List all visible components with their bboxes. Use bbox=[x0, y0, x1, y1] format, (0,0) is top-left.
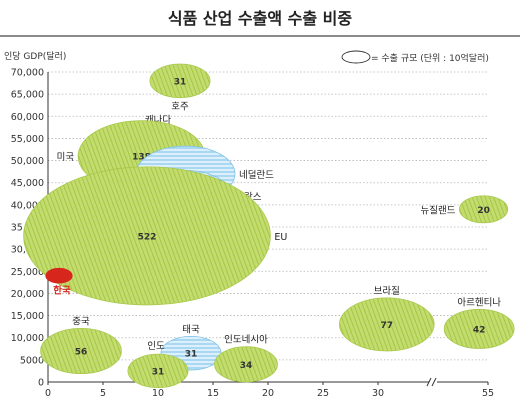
bubble-value: 77 bbox=[381, 321, 394, 331]
country-label: 미국 bbox=[57, 152, 75, 163]
country-label: 인도 bbox=[147, 341, 165, 352]
bubble bbox=[459, 195, 509, 224]
y-tick-label: 60,000 bbox=[11, 112, 44, 123]
bubble bbox=[40, 327, 122, 375]
bubble bbox=[149, 63, 211, 99]
bubble-value: 138 bbox=[132, 153, 151, 163]
bubble bbox=[339, 297, 435, 352]
bubble-value: 6 bbox=[64, 272, 70, 282]
y-axis-label: 인당 GDP(달러) bbox=[4, 50, 66, 62]
bubble bbox=[23, 166, 271, 306]
country-label: 인도네시아 bbox=[224, 335, 268, 346]
y-tick-label: 15,000 bbox=[11, 311, 44, 322]
bubble-value: 31 bbox=[152, 367, 165, 377]
bubble-value: 42 bbox=[473, 325, 486, 335]
x-tick-label: 0 bbox=[45, 388, 51, 399]
y-tick-label: 10,000 bbox=[11, 333, 44, 344]
country-label: 네덜란드 bbox=[239, 169, 274, 181]
axis-break-gap bbox=[429, 378, 437, 386]
y-tick-label: 45,000 bbox=[11, 178, 44, 189]
bubble-value: 34 bbox=[240, 361, 253, 371]
country-label: 중국 bbox=[72, 316, 90, 327]
y-tick-label: 70,000 bbox=[11, 68, 44, 79]
bubble bbox=[45, 267, 73, 284]
country-label: 한국 bbox=[53, 285, 71, 297]
x-tick-label: 15 bbox=[207, 388, 219, 399]
legend-bubble bbox=[341, 50, 371, 64]
bubble bbox=[214, 346, 278, 383]
x-tick-label: 30 bbox=[372, 388, 384, 399]
bubble-value: 522 bbox=[138, 232, 157, 242]
legend: = 수출 규모 (단위 : 10억달러) bbox=[341, 50, 489, 64]
y-tick-label: 55,000 bbox=[11, 134, 44, 145]
x-tick-label: 10 bbox=[152, 388, 164, 399]
country-label: EU bbox=[274, 232, 287, 243]
x-tick-label: 55 bbox=[482, 388, 494, 399]
bubble-value: 31 bbox=[174, 77, 187, 87]
bubble-value: 20 bbox=[477, 206, 490, 216]
y-tick-label: 5000 bbox=[20, 355, 44, 366]
country-label: 캐나다 bbox=[145, 115, 171, 126]
bubble bbox=[127, 353, 189, 389]
axis-break-mark bbox=[426, 377, 432, 387]
bubble bbox=[443, 308, 515, 349]
bubble-value: 31 bbox=[185, 350, 198, 360]
y-tick-label: 65,000 bbox=[11, 90, 44, 101]
x-tick-label: 25 bbox=[317, 388, 329, 399]
y-tick-label: 40,000 bbox=[11, 200, 44, 211]
country-label: 뉴질랜드 bbox=[420, 204, 455, 216]
y-tick-label: 50,000 bbox=[11, 156, 44, 167]
country-label: 호주 bbox=[171, 102, 189, 113]
country-label: 태국 bbox=[182, 324, 200, 335]
y-tick-label: 0 bbox=[38, 378, 44, 389]
country-label: 아르헨티나 bbox=[457, 296, 501, 308]
x-tick-label: 20 bbox=[262, 388, 274, 399]
country-label: 브라질 bbox=[374, 285, 400, 297]
x-tick-label: 5 bbox=[100, 388, 106, 399]
bubble-value: 56 bbox=[75, 348, 88, 358]
chart-title: 식품 산업 수출액 수출 비중 bbox=[168, 9, 352, 28]
axis-break-mark bbox=[431, 377, 437, 387]
bubbles: 31호주46캐나다138미국84네덜란드72프랑스522EU20뉴질랜드6한국7… bbox=[23, 63, 515, 389]
legend-text: = 수출 규모 (단위 : 10억달러) bbox=[371, 52, 489, 64]
y-tick-label: 25,000 bbox=[11, 267, 44, 278]
y-tick-label: 20,000 bbox=[11, 289, 44, 300]
